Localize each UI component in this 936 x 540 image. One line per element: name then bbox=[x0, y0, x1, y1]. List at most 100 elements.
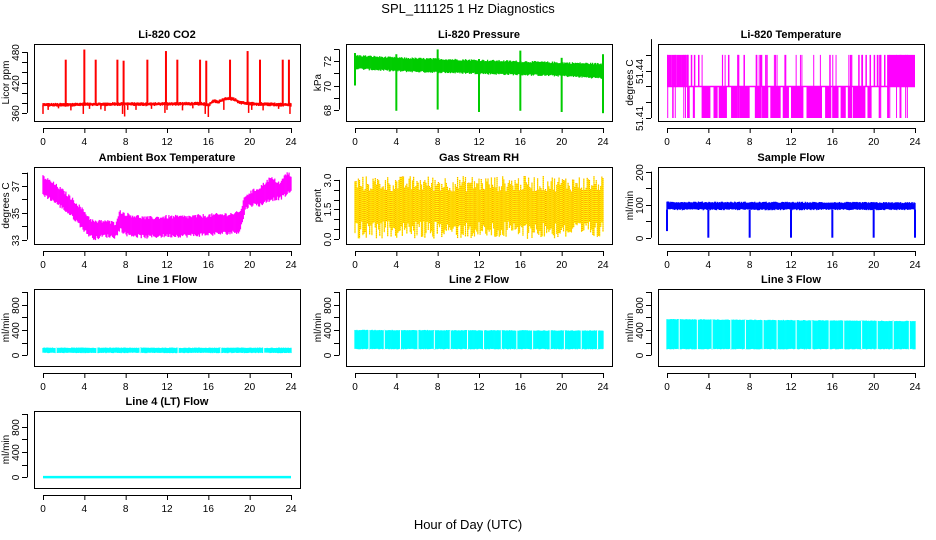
x-tick-label: 8 bbox=[747, 382, 753, 393]
y-axis-label: ml/min bbox=[313, 313, 324, 342]
x-tick-label: 0 bbox=[40, 382, 46, 393]
x-tick-label: 16 bbox=[203, 382, 215, 393]
y-tick-label: 800 bbox=[635, 297, 646, 314]
x-tick-label: 4 bbox=[394, 137, 400, 148]
x-tick-label: 20 bbox=[556, 137, 568, 148]
y-axis-label: ml/min bbox=[1, 435, 12, 464]
plot-frame bbox=[34, 289, 301, 367]
y-tick-label: 3.0 bbox=[323, 173, 334, 187]
temp-high-state bbox=[671, 54, 677, 87]
temp-low-state bbox=[692, 86, 695, 118]
y-tick-label: 0 bbox=[11, 352, 22, 358]
temp-high-state bbox=[884, 54, 886, 87]
panel-rh: Gas Stream RH 0 4 8 12 16 20 24 0.0 1.5 3.0 percent bbox=[313, 152, 613, 271]
plot-frame bbox=[658, 44, 925, 122]
x-tick-label: 12 bbox=[473, 382, 485, 393]
panel-title: Li-820 Temperature bbox=[741, 29, 842, 41]
data-layer bbox=[667, 54, 915, 118]
x-tick-label: 8 bbox=[747, 137, 753, 148]
panel-sampleflow: Sample Flow 0 4 8 12 16 20 24 0 100 200 ml/min bbox=[625, 152, 925, 271]
figure-x-axis-label: Hour of Day (UTC) bbox=[413, 517, 523, 532]
x-tick-label: 8 bbox=[435, 137, 441, 148]
x-tick-label: 0 bbox=[664, 137, 670, 148]
temp-high-state bbox=[869, 54, 872, 87]
temp-low-state bbox=[731, 86, 738, 118]
temp-high-state bbox=[858, 54, 860, 87]
x-tick-label: 24 bbox=[597, 137, 609, 148]
x-tick-label: 20 bbox=[556, 260, 568, 271]
plot-frame bbox=[346, 289, 613, 367]
x-tick-label: 12 bbox=[473, 260, 485, 271]
x-tick-label: 4 bbox=[82, 260, 88, 271]
x-tick-label: 0 bbox=[40, 260, 46, 271]
x-tick-label: 16 bbox=[203, 260, 215, 271]
plot-frame bbox=[346, 44, 613, 122]
x-tick-label: 12 bbox=[785, 382, 797, 393]
x-tick-label: 16 bbox=[203, 504, 215, 515]
x-tick-label: 4 bbox=[706, 260, 712, 271]
x-tick-label: 0 bbox=[40, 504, 46, 515]
data-layer bbox=[42, 172, 292, 241]
panel-title: Li-820 Pressure bbox=[438, 29, 520, 41]
data-layer bbox=[666, 201, 916, 238]
temp-low-state bbox=[847, 86, 852, 118]
x-tick-label: 12 bbox=[161, 504, 173, 515]
x-tick-label: 8 bbox=[435, 382, 441, 393]
temp-high-state bbox=[693, 54, 696, 87]
x-tick-label: 20 bbox=[556, 382, 568, 393]
y-tick-label: 33 bbox=[11, 235, 22, 247]
x-tick-label: 12 bbox=[785, 260, 797, 271]
plot-frame bbox=[34, 411, 301, 489]
panel-title: Ambient Box Temperature bbox=[99, 152, 236, 164]
data-layer bbox=[354, 176, 604, 239]
temp-low-state bbox=[806, 86, 822, 118]
plot-frame bbox=[34, 167, 301, 245]
plot-frame bbox=[658, 167, 925, 245]
x-tick-label: 20 bbox=[244, 382, 256, 393]
x-tick-label: 20 bbox=[868, 260, 880, 271]
temp-high-state bbox=[727, 54, 730, 87]
x-tick-label: 20 bbox=[244, 260, 256, 271]
y-axis-label: degrees C bbox=[1, 182, 12, 228]
x-tick-label: 20 bbox=[244, 504, 256, 515]
x-tick-label: 24 bbox=[909, 260, 921, 271]
x-tick-label: 20 bbox=[244, 137, 256, 148]
x-tick-label: 4 bbox=[394, 260, 400, 271]
x-tick-label: 12 bbox=[161, 137, 173, 148]
panel-title: Line 2 Flow bbox=[449, 274, 509, 286]
temp-high-state bbox=[743, 54, 745, 87]
y-tick-label: 72 bbox=[323, 56, 334, 68]
temp-low-state bbox=[853, 86, 866, 118]
temp-high-state bbox=[829, 54, 831, 87]
temp-high-state bbox=[873, 54, 876, 87]
y-tick-label: 0 bbox=[635, 235, 646, 241]
temp-high-state bbox=[861, 54, 863, 87]
x-tick-label: 0 bbox=[664, 382, 670, 393]
x-tick-label: 4 bbox=[706, 137, 712, 148]
y-tick-label: 800 bbox=[323, 297, 334, 314]
y-tick-label: 200 bbox=[635, 164, 646, 181]
temp-high-state bbox=[690, 54, 693, 87]
x-tick-label: 8 bbox=[435, 260, 441, 271]
temp-low-state bbox=[782, 86, 789, 118]
y-tick-label: 35 bbox=[11, 208, 22, 220]
y-axis-label: Licor ppm bbox=[1, 61, 12, 105]
x-tick-label: 24 bbox=[597, 260, 609, 271]
y-tick-label: 1.5 bbox=[323, 202, 334, 216]
x-tick-label: 16 bbox=[515, 382, 527, 393]
y-tick-label: 360 bbox=[11, 105, 22, 122]
plot-frame bbox=[34, 44, 301, 122]
panel-title: Sample Flow bbox=[757, 152, 825, 164]
y-tick-label: 51.44 bbox=[635, 59, 646, 84]
x-tick-label: 4 bbox=[394, 382, 400, 393]
x-tick-label: 24 bbox=[285, 260, 297, 271]
x-tick-label: 16 bbox=[827, 260, 839, 271]
y-axis-label: ml/min bbox=[625, 313, 636, 342]
panel-title: Gas Stream RH bbox=[439, 152, 519, 164]
x-tick-label: 16 bbox=[827, 382, 839, 393]
y-tick-label: 420 bbox=[11, 75, 22, 92]
data-layer bbox=[354, 49, 604, 114]
